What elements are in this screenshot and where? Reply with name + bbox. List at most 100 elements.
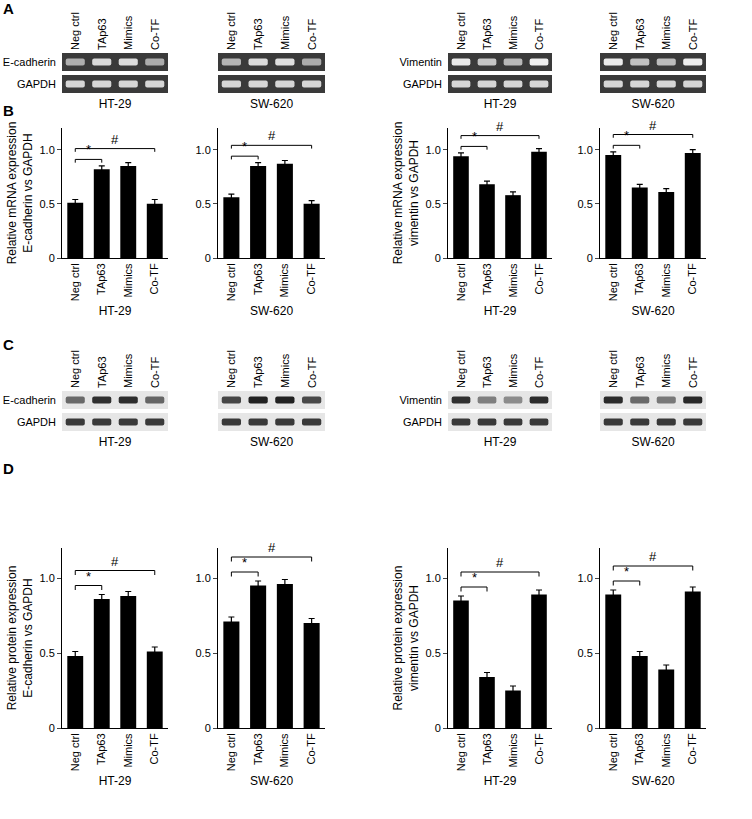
svg-text:C: C — [3, 336, 14, 353]
svg-text:TAp63: TAp63 — [634, 356, 646, 388]
svg-text:0: 0 — [49, 722, 55, 734]
svg-text:0.5: 0.5 — [426, 647, 441, 659]
svg-text:SW-620: SW-620 — [250, 304, 293, 318]
svg-text:Neg ctrl: Neg ctrl — [455, 263, 467, 301]
svg-text:Neg ctrl: Neg ctrl — [225, 12, 237, 50]
svg-text:TAp63: TAp63 — [96, 356, 108, 388]
svg-text:Mimics: Mimics — [278, 263, 290, 298]
svg-text:Mimics: Mimics — [279, 353, 291, 388]
svg-text:TAp63: TAp63 — [634, 18, 646, 50]
svg-text:Neg ctrl: Neg ctrl — [225, 350, 237, 388]
svg-text:Neg ctrl: Neg ctrl — [225, 263, 237, 301]
svg-text:*: * — [472, 570, 477, 585]
svg-text:#: # — [496, 119, 504, 134]
svg-text:TAp63: TAp63 — [252, 356, 264, 388]
svg-text:Co-TF: Co-TF — [148, 263, 160, 294]
svg-text:0.5: 0.5 — [40, 647, 55, 659]
svg-text:0.5: 0.5 — [426, 198, 441, 210]
svg-text:Neg ctrl: Neg ctrl — [225, 733, 237, 771]
svg-text:GAPDH: GAPDH — [17, 416, 56, 428]
svg-text:HT-29: HT-29 — [484, 774, 517, 788]
svg-text:Neg ctrl: Neg ctrl — [607, 12, 619, 50]
svg-text:0: 0 — [205, 722, 211, 734]
svg-text:Co-TF: Co-TF — [686, 733, 698, 764]
svg-text:GAPDH: GAPDH — [403, 78, 442, 90]
svg-text:1.0: 1.0 — [578, 144, 593, 156]
svg-text:1.0: 1.0 — [196, 144, 211, 156]
svg-text:SW-620: SW-620 — [250, 435, 293, 449]
svg-text:0.5: 0.5 — [40, 198, 55, 210]
svg-text:A: A — [3, 0, 14, 17]
svg-text:GAPDH: GAPDH — [403, 416, 442, 428]
svg-text:Co-TF: Co-TF — [687, 19, 699, 50]
svg-text:*: * — [242, 555, 247, 570]
svg-text:D: D — [3, 460, 14, 477]
svg-text:Co-TF: Co-TF — [686, 263, 698, 294]
svg-text:Co-TF: Co-TF — [306, 19, 318, 50]
svg-text:SW-620: SW-620 — [631, 774, 674, 788]
svg-text:Mimics: Mimics — [279, 15, 291, 50]
svg-text:SW-620: SW-620 — [250, 97, 293, 111]
svg-text:HT-29: HT-29 — [99, 97, 132, 111]
svg-text:Relative mRNA expressionE-cadh: Relative mRNA expressionE-cadherin vs GA… — [5, 122, 35, 265]
svg-text:Neg ctrl: Neg ctrl — [69, 12, 81, 50]
svg-text:Co-TF: Co-TF — [533, 733, 545, 764]
svg-text:0: 0 — [587, 722, 593, 734]
svg-text:GAPDH: GAPDH — [17, 78, 56, 90]
svg-text:#: # — [649, 549, 657, 564]
svg-text:0: 0 — [435, 252, 441, 264]
svg-text:Mimics: Mimics — [507, 263, 519, 298]
svg-text:Co-TF: Co-TF — [687, 357, 699, 388]
svg-text:Vimentin: Vimentin — [399, 56, 442, 68]
svg-text:*: * — [86, 569, 91, 584]
svg-text:Mimics: Mimics — [660, 353, 672, 388]
svg-text:TAp63: TAp63 — [252, 18, 264, 50]
svg-text:0.5: 0.5 — [578, 647, 593, 659]
svg-text:Neg ctrl: Neg ctrl — [455, 350, 467, 388]
svg-text:Co-TF: Co-TF — [306, 357, 318, 388]
svg-text:0: 0 — [49, 252, 55, 264]
svg-text:Co-TF: Co-TF — [533, 19, 545, 50]
svg-text:Co-TF: Co-TF — [533, 357, 545, 388]
svg-text:0: 0 — [435, 722, 441, 734]
svg-text:TAp63: TAp63 — [95, 733, 107, 765]
svg-text:Relative protein expressionE-c: Relative protein expressionE-cadherin vs… — [5, 566, 35, 711]
svg-text:HT-29: HT-29 — [484, 304, 517, 318]
svg-text:HT-29: HT-29 — [484, 97, 517, 111]
svg-text:0.5: 0.5 — [196, 647, 211, 659]
svg-text:Relative mRNA expressionviment: Relative mRNA expressionvimentin vs GAPD… — [391, 122, 421, 265]
svg-text:1.0: 1.0 — [426, 144, 441, 156]
svg-text:Mimics: Mimics — [122, 733, 134, 768]
svg-text:Neg ctrl: Neg ctrl — [607, 733, 619, 771]
svg-text:Neg ctrl: Neg ctrl — [69, 350, 81, 388]
svg-text:Co-TF: Co-TF — [148, 733, 160, 764]
svg-text:*: * — [624, 128, 629, 143]
svg-text:Mimics: Mimics — [660, 263, 672, 298]
svg-text:1.0: 1.0 — [196, 572, 211, 584]
svg-text:1.0: 1.0 — [40, 572, 55, 584]
svg-text:#: # — [268, 540, 276, 555]
svg-text:HT-29: HT-29 — [99, 435, 132, 449]
svg-text:Co-TF: Co-TF — [149, 357, 161, 388]
svg-text:Co-TF: Co-TF — [305, 263, 317, 294]
svg-text:Mimics: Mimics — [507, 353, 519, 388]
svg-text:B: B — [3, 102, 14, 119]
svg-text:Mimics: Mimics — [122, 353, 134, 388]
svg-text:SW-620: SW-620 — [631, 97, 674, 111]
svg-text:Mimics: Mimics — [278, 733, 290, 768]
svg-text:Mimics: Mimics — [507, 15, 519, 50]
svg-text:Mimics: Mimics — [660, 15, 672, 50]
svg-text:Neg ctrl: Neg ctrl — [69, 263, 81, 301]
svg-text:TAp63: TAp63 — [633, 263, 645, 295]
svg-text:Mimics: Mimics — [660, 733, 672, 768]
svg-text:1.0: 1.0 — [578, 572, 593, 584]
svg-text:#: # — [111, 554, 119, 569]
svg-text:TAp63: TAp63 — [481, 733, 493, 765]
svg-text:Relative protein expressionvim: Relative protein expressionvimentin vs G… — [391, 566, 421, 711]
svg-text:Mimics: Mimics — [122, 263, 134, 298]
svg-text:*: * — [242, 139, 247, 154]
svg-text:Neg ctrl: Neg ctrl — [455, 733, 467, 771]
svg-text:E-cadherin: E-cadherin — [3, 394, 56, 406]
svg-text:Neg ctrl: Neg ctrl — [455, 12, 467, 50]
svg-text:HT-29: HT-29 — [484, 435, 517, 449]
